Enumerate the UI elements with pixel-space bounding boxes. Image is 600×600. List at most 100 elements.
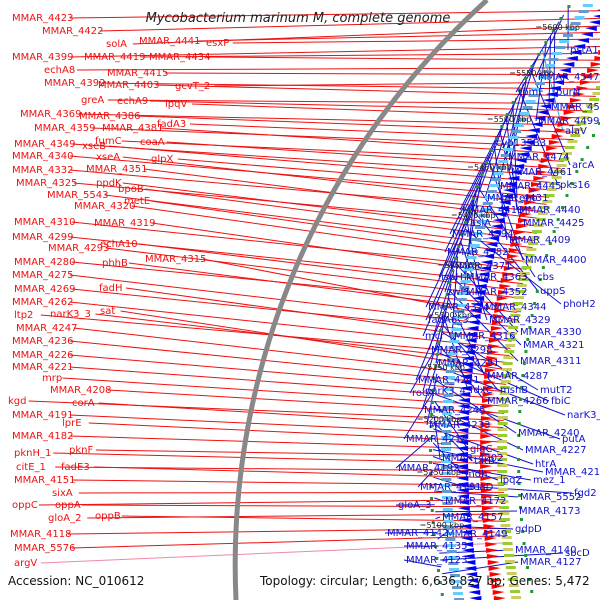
gene-label-right: mcr (425, 331, 445, 342)
forward-feature (516, 224, 529, 229)
dot-tick-left (517, 446, 521, 449)
dot-tick-left (517, 434, 521, 437)
gene-label-left: MMAR_4320 (74, 201, 136, 212)
gene-label-left: MMAR_4332 (12, 165, 74, 176)
reverse-feature (456, 464, 469, 469)
gene-label-left: MMAR_4340 (12, 151, 74, 162)
forward-feature (500, 278, 513, 283)
reverse-feature (459, 380, 472, 385)
dot-tick-right (430, 413, 434, 416)
gene-label-right: MMAR_4192 (398, 463, 460, 474)
reverse-feature (522, 140, 535, 145)
cog-feature-left (512, 302, 523, 305)
gene-label-right: MMAR_4245 (424, 405, 486, 416)
cog-feature-right (478, 214, 489, 217)
reverse-feature (476, 278, 489, 283)
dot-tick-left (591, 134, 595, 137)
cog-feature-right (441, 418, 452, 421)
cog-feature-right (503, 148, 514, 151)
reverse-feature (458, 392, 471, 397)
connector-line-left (196, 31, 600, 42)
cog-feature-right (525, 100, 536, 103)
connector-line-left (87, 513, 506, 519)
connector-line-right (439, 352, 550, 402)
forward-feature (481, 494, 494, 499)
cog-feature-left (531, 230, 542, 233)
reverse-feature (459, 524, 472, 529)
dot-tick-left (586, 146, 590, 149)
forward-feature (554, 128, 567, 133)
gene-label-right: eno (519, 193, 538, 204)
gene-label-left: MMAR_4381 (102, 123, 164, 134)
cog-feature-left (498, 500, 509, 503)
cog-feature-right (448, 346, 459, 349)
gene-label-right: phoH2 (563, 299, 596, 310)
reverse-feature (462, 356, 475, 361)
reverse-feature (555, 74, 568, 79)
reverse-feature (465, 572, 478, 577)
gene-label-right: MMAR_4266 (487, 396, 549, 407)
reverse-feature (482, 254, 495, 259)
gene-label-left: fadH (99, 283, 123, 294)
cog-feature-right (574, 16, 585, 19)
forward-feature (480, 416, 493, 421)
dot-tick-right (441, 317, 445, 320)
gene-label-left: mrp (42, 373, 62, 384)
cog-feature-left (515, 290, 526, 293)
cog-feature-right (500, 154, 511, 157)
cog-feature-right (570, 22, 581, 25)
connector-line-right (433, 428, 534, 465)
reverse-feature (588, 20, 600, 25)
forward-feature (557, 122, 570, 127)
reverse-feature (466, 578, 479, 583)
forward-feature (488, 344, 501, 349)
forward-feature (495, 302, 508, 307)
cog-feature-left (521, 266, 532, 269)
reverse-feature (474, 284, 487, 289)
forward-feature (483, 530, 496, 535)
cog-feature-right (452, 322, 463, 325)
cog-feature-left (500, 380, 511, 383)
cog-feature-right (541, 70, 552, 73)
cog-feature-left (508, 326, 519, 329)
connector-line-right (409, 338, 442, 394)
gene-label-right: MMAR_4142 (387, 528, 449, 539)
cog-feature-right (578, 10, 589, 13)
dot-tick-right (544, 41, 548, 44)
cog-feature-right (538, 76, 549, 79)
forward-feature (569, 98, 582, 103)
cog-feature-left (501, 530, 512, 533)
dot-tick-right (480, 173, 484, 176)
reverse-feature (548, 86, 561, 91)
forward-feature (540, 158, 553, 163)
gene-label-left: MMAR_4359 (34, 123, 96, 134)
reverse-feature (492, 218, 505, 223)
gene-label-left: sat (100, 306, 115, 317)
connector-line-left (71, 479, 504, 486)
reverse-feature (456, 440, 469, 445)
cog-feature-left (502, 542, 513, 545)
forward-feature (491, 584, 504, 589)
forward-feature (486, 548, 499, 553)
connector-line-left (202, 258, 516, 321)
forward-feature (481, 410, 494, 415)
cog-feature-left (501, 374, 512, 377)
dot-tick-right (436, 569, 440, 572)
gene-label-right: MMAR_4425 (523, 218, 585, 229)
reverse-feature (592, 14, 600, 18)
gene-label-right: MMAR_4316 (454, 331, 516, 342)
reverse-feature (456, 434, 469, 439)
cog-feature-right (445, 370, 456, 373)
gene-label-left: echA10 (100, 239, 138, 250)
dot-tick-right (454, 257, 458, 260)
connector-line-right (437, 533, 445, 540)
forward-feature (489, 572, 502, 577)
reverse-feature (478, 266, 491, 271)
cog-feature-left (561, 152, 572, 155)
genome-backbone (232, 0, 489, 600)
connector-line-right (444, 152, 492, 253)
forward-feature (484, 536, 497, 541)
forward-feature (526, 194, 539, 199)
reverse-feature (477, 272, 490, 277)
forward-feature (480, 452, 493, 457)
